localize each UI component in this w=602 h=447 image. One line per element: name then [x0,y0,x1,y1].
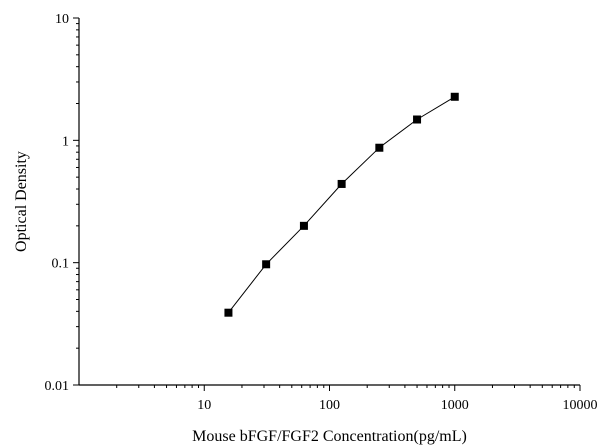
x-tick-label: 1000 [441,398,469,413]
x-tick-labels: 10 100 1000 10000 [197,398,597,413]
data-point [375,143,384,152]
data-point [413,115,422,124]
data-points [224,92,459,317]
data-point [262,260,271,269]
y-tick-label: 0.01 [45,379,70,394]
y-tick-label: 0.1 [52,257,70,272]
y-axis-title: Optical Density [13,151,30,252]
data-point [299,221,308,230]
data-point [224,308,233,317]
x-tick-label: 10 [197,398,211,413]
data-point [337,179,346,188]
x-tick-label: 10000 [563,398,598,413]
axis-ticks [73,17,581,391]
y-tick-label: 10 [55,12,69,27]
y-tick-labels: 0.01 0.1 1 10 [45,12,70,394]
data-point [450,92,459,101]
series-line [228,96,456,314]
y-tick-label: 1 [62,134,69,149]
x-axis-title: Mouse bFGF/FGF2 Concentration(pg/mL) [192,428,467,445]
x-tick-label: 100 [319,398,340,413]
